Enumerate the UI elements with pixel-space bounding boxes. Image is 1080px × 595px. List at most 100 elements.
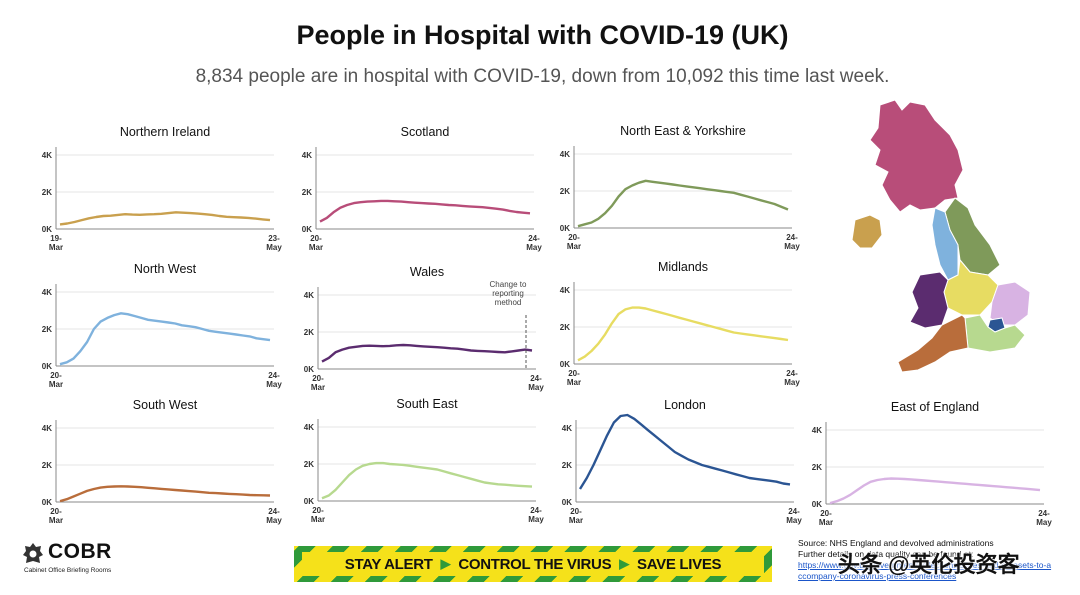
y-tick-label: 2K (560, 323, 570, 332)
cobr-logo: COBR Cabinet Office Briefing Rooms (22, 540, 142, 580)
chart-title: South West (132, 398, 198, 412)
y-tick-label: 4K (562, 424, 572, 433)
y-tick-label: 2K (560, 187, 570, 196)
x-tick-start-label: 20- (568, 233, 580, 242)
chart-panel: Northern Ireland 0K 2K 4K 19- Mar 23- May (22, 125, 283, 265)
map-region-northern-ireland (851, 214, 883, 249)
chart-panel: North West 0K 2K 4K 20- Mar 24- May (22, 262, 283, 402)
x-tick-end-label: 24- (1038, 509, 1050, 518)
chart-panel: Midlands 0K 2K 4K 20- Mar 24- May (540, 260, 801, 400)
x-tick-end-label: 24- (788, 507, 800, 516)
x-tick-start-label: Mar (49, 380, 63, 389)
y-tick-label: 4K (304, 291, 314, 300)
page-subtitle: 8,834 people are in hospital with COVID-… (195, 66, 890, 87)
y-tick-label: 2K (42, 325, 52, 334)
x-tick-start-label: Mar (311, 383, 325, 392)
chart-plot: 0K 2K 4K 20-Mar 24-May (560, 146, 800, 251)
banner-text-2: CONTROL THE VIRUS (458, 555, 612, 573)
banner-text-1: STAY ALERT (344, 555, 433, 573)
x-tick-start-label: 20- (310, 234, 322, 243)
x-tick-start-label: 20- (312, 374, 324, 383)
chart-title: North East & Yorkshire (620, 124, 746, 138)
banner-text-3: SAVE LIVES (636, 555, 722, 573)
x-tick-end-label: 24- (530, 506, 542, 515)
y-tick-label: 2K (42, 188, 52, 197)
x-tick-start-label: Mar (311, 515, 325, 524)
x-tick-end-label: 24- (528, 234, 540, 243)
x-tick-end-label: 23- (268, 234, 280, 243)
chart-panel: South East 0K 2K 4K 20- Mar 24- May (284, 397, 545, 537)
crest-icon (23, 543, 43, 563)
series-line (59, 211, 271, 226)
x-tick-end-label: May (266, 243, 282, 252)
x-tick-end-label: 24- (268, 507, 280, 516)
x-tick-end-label: May (786, 516, 802, 525)
x-tick-start-label: Mar (567, 378, 581, 387)
chart-plot: 0K 2K 4K 20-Mar 24-May (562, 413, 802, 525)
y-tick-label: 4K (42, 424, 52, 433)
x-tick-start-label: 20- (312, 506, 324, 515)
series-line (578, 413, 791, 490)
x-tick-start-label: Mar (309, 243, 323, 252)
chart-title: Northern Ireland (119, 125, 211, 139)
y-tick-label: 2K (812, 463, 822, 472)
source-line-1: Source: NHS England and devolved adminis… (798, 538, 994, 548)
source-note: Source: NHS England and devolved adminis… (798, 538, 1078, 582)
page-title: People in Hospital with COVID-19 (UK) (296, 20, 789, 50)
uk-regions-map (851, 99, 1031, 373)
map-region-south-west (897, 314, 969, 373)
series-line (59, 485, 271, 503)
series-line (829, 477, 1041, 505)
map-region-wales (909, 271, 949, 329)
chevron-right-icon: ▶ (440, 556, 451, 571)
chart-panel: North East & Yorkshire 0K 2K 4K 20- Mar 24- May (540, 124, 801, 264)
chart-plot: 0K 2K 4K 20-Mar 24-May (560, 282, 800, 387)
chart-plot: 0K 2K 4K 19-Mar 23-May (42, 147, 282, 252)
series-line (321, 343, 533, 363)
x-tick-end-label: 24- (268, 371, 280, 380)
x-tick-end-label: 24- (786, 233, 798, 242)
x-tick-start-label: 20- (50, 371, 62, 380)
chart-title: Wales (409, 265, 445, 279)
chart-plot: 0K 2K 4K 20-Mar 24-May (42, 420, 282, 525)
y-tick-label: 4K (42, 288, 52, 297)
source-link[interactable]: https://www.gov.uk/government/collection… (798, 560, 1052, 570)
chart-panel: Wales 0K 2K 4K 20- Mar 24- May Change to reportin… (284, 265, 545, 405)
chart-title: London (664, 398, 706, 412)
chart-panel: Scotland 0K 2K 4K 20- Mar 24- May (282, 125, 543, 265)
cobr-wordmark: COBR (48, 540, 112, 563)
series-line (577, 179, 789, 228)
y-tick-label: 2K (302, 188, 312, 197)
series-line (321, 461, 533, 500)
y-tick-label: 4K (42, 151, 52, 160)
y-tick-label: 2K (304, 328, 314, 337)
chart-title: Scotland (400, 125, 450, 139)
annotation-text: Change to (490, 280, 527, 289)
map-region-south-east (964, 314, 1026, 353)
y-tick-label: 0K (304, 497, 314, 506)
map-region-scotland (869, 99, 964, 213)
chart-panel: London 0K 2K 4K 20- Mar 24- May (542, 398, 803, 538)
chart-plot: 0K 2K 4K 20-Mar 24-May (42, 284, 282, 389)
x-tick-end-label: May (784, 242, 800, 251)
x-tick-end-label: 24- (786, 369, 798, 378)
chevron-right-icon: ▶ (619, 556, 629, 571)
y-tick-label: 0K (302, 225, 312, 234)
x-tick-end-label: May (528, 515, 544, 524)
y-tick-label: 0K (304, 365, 314, 374)
source-link-cont[interactable]: ccompany-coronavirus-press-conferences (798, 571, 957, 581)
chart-panel: East of England 0K 2K 4K 20- Mar 24- May (792, 400, 1053, 540)
chart-plot: 0K 2K 4K 20-Mar 24-May (304, 419, 544, 524)
y-tick-label: 2K (304, 460, 314, 469)
x-tick-start-label: Mar (819, 518, 833, 527)
chart-title: Midlands (657, 260, 709, 274)
x-tick-end-label: 24- (530, 374, 542, 383)
y-tick-label: 0K (42, 498, 52, 507)
chart-title: East of England (890, 400, 980, 414)
stay-alert-banner: STAY ALERT ▶ CONTROL THE VIRUS ▶ SAVE LI… (294, 546, 772, 582)
y-tick-label: 2K (42, 461, 52, 470)
annotation-text: method (495, 298, 522, 307)
y-tick-label: 0K (562, 498, 572, 507)
y-tick-label: 4K (812, 426, 822, 435)
y-tick-label: 0K (42, 225, 52, 234)
